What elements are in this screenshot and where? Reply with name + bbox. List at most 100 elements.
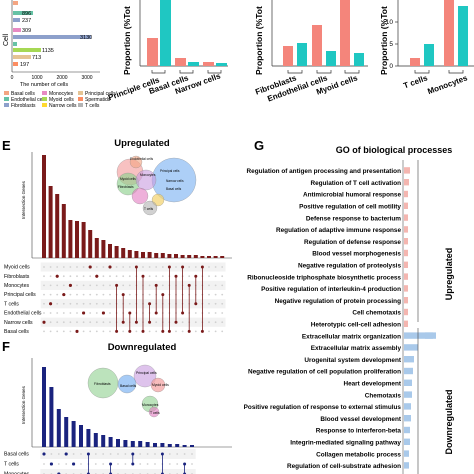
go-term-label: Ribonucleoside triphosphate biosynthetic… <box>247 274 401 281</box>
go-term-bar <box>404 273 408 280</box>
matrix-dot <box>139 453 142 455</box>
matrix-dot <box>62 284 65 287</box>
panel-d-ytick: 0 <box>389 63 393 70</box>
go-term-label: Antimicrobial humoral response <box>303 192 401 199</box>
panel-d-bar <box>410 58 420 66</box>
panel-b-bar <box>216 63 227 66</box>
matrix-dot-active <box>167 329 171 333</box>
matrix-dot <box>124 453 127 455</box>
intersection-bar <box>141 252 145 258</box>
panel-d-ytick: 5 <box>389 41 393 48</box>
go-term-label: Extracellular matrix assembly <box>311 345 402 352</box>
matrix-dot <box>214 321 217 324</box>
matrix-dot <box>194 266 197 268</box>
panel-a-xtick: 3000 <box>81 75 92 81</box>
matrix-dot-active <box>82 311 86 315</box>
matrix-dot <box>155 321 158 324</box>
matrix-dot <box>102 463 105 465</box>
intersection-bar <box>42 367 46 447</box>
panel-a-count: 713 <box>32 55 41 61</box>
matrix-dot <box>146 453 149 455</box>
intersection-bar <box>114 246 119 258</box>
go-term-label: Negative regulation of proteolysis <box>298 263 401 270</box>
matrix-dot <box>43 302 45 305</box>
matrix-dot <box>89 293 92 296</box>
panel-f-title: Downregulated <box>108 342 177 353</box>
matrix-dot <box>89 275 92 278</box>
matrix-dot <box>128 293 131 296</box>
matrix-dot <box>82 275 85 278</box>
venn-circle <box>142 200 158 216</box>
go-term-bar <box>404 202 408 209</box>
set-label: Principal cells <box>4 292 36 298</box>
go-term-label: Regulation of adaptive immune response <box>276 227 401 234</box>
matrix-dot <box>109 330 111 333</box>
matrix-dot <box>80 463 82 465</box>
intersection-bar <box>93 433 98 447</box>
intersection-bar <box>61 204 66 258</box>
matrix-dot <box>56 293 59 296</box>
matrix-dot <box>109 293 111 296</box>
panel-f-ylabel: Intersection Genes <box>21 385 26 424</box>
matrix-dot-active <box>42 452 46 456</box>
matrix-dot <box>57 453 60 455</box>
panel-a: Cell 896 237 309 3130 1135 713 197 0 100… <box>3 0 116 109</box>
matrix-dot <box>194 321 197 324</box>
matrix-dot <box>183 453 186 455</box>
matrix-dot-active <box>141 329 145 333</box>
matrix-dot-active <box>154 283 158 287</box>
go-term-label: Collagen metabolic process <box>316 451 401 458</box>
venn-label: Principal cells <box>136 371 157 375</box>
panel-b-bar <box>160 0 171 66</box>
set-label: Endothelial cells <box>4 311 42 317</box>
matrix-dot <box>62 312 65 314</box>
venn-label: Endothelial cells <box>130 157 153 161</box>
matrix-dot <box>191 453 193 455</box>
intersection-bar <box>175 444 180 447</box>
matrix-dot-active <box>86 452 90 456</box>
intersection-bar <box>138 441 143 447</box>
matrix-dot <box>168 463 171 465</box>
panel-a-bar <box>13 28 21 32</box>
matrix-dot <box>194 312 197 314</box>
panel-e-bars <box>42 155 225 258</box>
go-term-bar <box>404 450 409 457</box>
venn-label: Monocytes <box>140 173 156 177</box>
panel-a-xtick: 0 <box>11 75 14 81</box>
matrix-dot <box>69 302 72 305</box>
go-term-bar <box>404 179 409 186</box>
matrix-dot <box>135 330 138 333</box>
matrix-dot <box>69 266 72 268</box>
venn-label: Myoid cells <box>152 383 169 387</box>
go-term-bar <box>404 344 418 351</box>
set-label: Monocytes <box>4 472 29 474</box>
intersection-bar <box>68 220 73 258</box>
panel-d-bar <box>424 44 434 66</box>
matrix-dot <box>80 453 82 455</box>
matrix-dot-active <box>154 311 158 315</box>
intersection-bar <box>207 256 211 258</box>
matrix-dot-active <box>68 283 72 287</box>
matrix-dot <box>221 266 224 268</box>
panel-a-count: 237 <box>22 18 31 24</box>
go-term-label: Negative regulation of cell population p… <box>248 369 401 376</box>
intersection-bar <box>190 445 194 447</box>
matrix-dot <box>56 321 59 324</box>
go-term-bar <box>404 403 411 410</box>
legend-entry: Endothelial cells <box>11 97 48 103</box>
matrix-dot <box>214 302 217 305</box>
matrix-dot <box>62 266 65 268</box>
venn-circle <box>133 364 157 388</box>
matrix-dot <box>56 284 59 287</box>
legend-entry: Monocytes <box>49 91 74 97</box>
panel-c-bar <box>354 53 364 66</box>
matrix-dot <box>208 312 210 314</box>
matrix-dot <box>188 266 191 268</box>
matrix-dot <box>43 266 45 268</box>
matrix-dot <box>89 302 92 305</box>
intersection-bar <box>42 155 46 258</box>
intersection-bar <box>145 442 150 447</box>
go-term-label: Chemotaxis <box>365 392 402 399</box>
matrix-dot <box>148 284 151 287</box>
panel-a-xlabel: The number of cells <box>20 82 69 88</box>
